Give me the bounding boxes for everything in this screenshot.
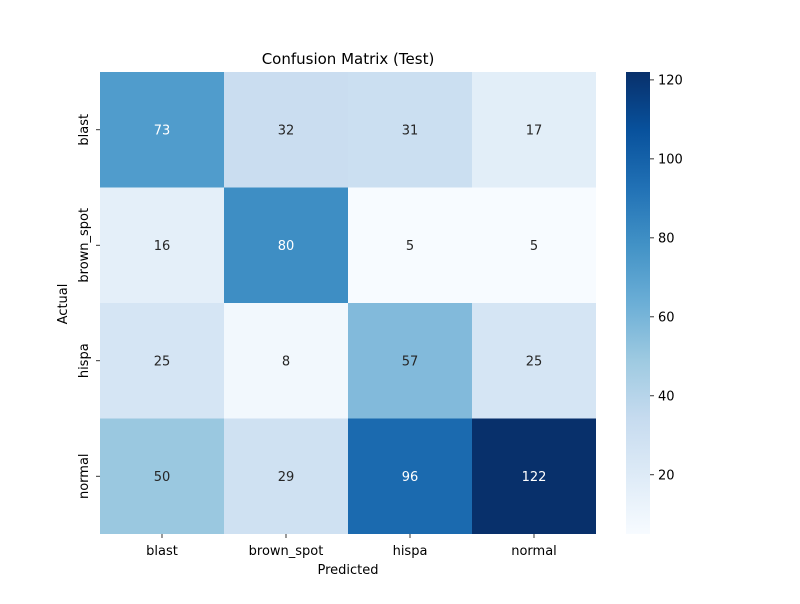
cell-value-label: 32 bbox=[278, 123, 295, 138]
heatmap-cell bbox=[224, 418, 348, 534]
y-tick-label: blast bbox=[77, 114, 92, 146]
x-axis-label: Predicted bbox=[317, 563, 378, 578]
cell-value-label: 31 bbox=[402, 123, 419, 138]
chart-title: Confusion Matrix (Test) bbox=[262, 50, 435, 68]
y-tick-label: brown_spot bbox=[77, 208, 92, 283]
cell-value-label: 25 bbox=[154, 354, 171, 369]
colorbar-tick-label: 80 bbox=[658, 231, 675, 246]
heatmap-cell bbox=[472, 187, 596, 303]
colorbar-tick-label: 120 bbox=[658, 73, 683, 88]
colorbar-tick-label: 100 bbox=[658, 152, 683, 167]
colorbar-tick-label: 60 bbox=[658, 310, 675, 325]
x-axis-ticks: blast brown_spot hispa normal bbox=[146, 534, 557, 559]
cell-value-label: 8 bbox=[282, 354, 290, 369]
cell-value-label: 96 bbox=[402, 470, 419, 485]
cell-value-label: 122 bbox=[522, 470, 547, 485]
heatmap-cell bbox=[348, 303, 472, 419]
x-tick-label: blast bbox=[146, 544, 178, 559]
heatmap-cell bbox=[100, 418, 224, 534]
cell-value-label: 5 bbox=[406, 239, 414, 254]
heatmap-cell bbox=[472, 72, 596, 188]
heatmap-cell bbox=[224, 72, 348, 188]
cell-value-label: 50 bbox=[154, 470, 171, 485]
x-tick-label: brown_spot bbox=[249, 544, 324, 559]
heatmap-cell bbox=[100, 72, 224, 188]
colorbar bbox=[626, 72, 650, 534]
cell-value-label: 5 bbox=[530, 239, 538, 254]
colorbar-tick-label: 20 bbox=[658, 468, 675, 483]
heatmap-cell bbox=[348, 72, 472, 188]
x-tick-label: hispa bbox=[393, 544, 428, 559]
heatmap-cell bbox=[348, 418, 472, 534]
cell-value-label: 17 bbox=[526, 123, 543, 138]
cell-value-label: 16 bbox=[154, 239, 171, 254]
x-tick-label: normal bbox=[511, 544, 557, 559]
y-axis-label: Actual bbox=[56, 284, 71, 325]
heatmap-cell bbox=[224, 187, 348, 303]
y-tick-label: normal bbox=[77, 453, 92, 499]
y-tick-label: hispa bbox=[77, 343, 92, 378]
cell-value-label: 29 bbox=[278, 470, 295, 485]
heatmap-cell bbox=[472, 418, 596, 534]
colorbar-ticks: 20 40 60 80 100 120 bbox=[650, 73, 683, 483]
heatmap-cell bbox=[100, 187, 224, 303]
heatmap-cell bbox=[472, 303, 596, 419]
heatmap-cell bbox=[100, 303, 224, 419]
cell-value-label: 57 bbox=[402, 354, 419, 369]
heatmap-cells: 73 32 31 17 16 80 5 5 25 8 57 25 50 29 96 122 bbox=[100, 72, 596, 534]
cell-value-label: 80 bbox=[278, 239, 295, 254]
heatmap-cell bbox=[348, 187, 472, 303]
cell-value-label: 73 bbox=[154, 123, 171, 138]
cell-value-label: 25 bbox=[526, 354, 543, 369]
colorbar-tick-label: 40 bbox=[658, 389, 675, 404]
heatmap-cell bbox=[224, 303, 348, 419]
